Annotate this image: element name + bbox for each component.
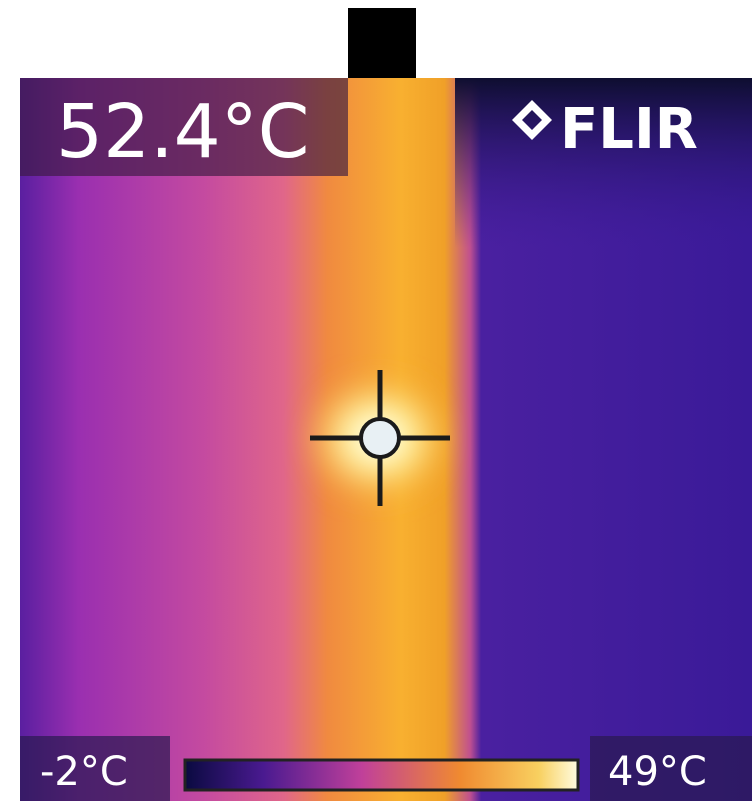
min-box bbox=[20, 736, 170, 801]
readout-box bbox=[20, 78, 348, 176]
black-tab bbox=[348, 8, 416, 80]
spot-marker bbox=[359, 417, 401, 459]
color-scale bbox=[183, 758, 580, 792]
max-box bbox=[590, 736, 752, 801]
flir-logo: FLIR bbox=[560, 97, 698, 162]
spot-temperature: 52.4°C bbox=[56, 89, 309, 175]
scale-max: 49°C bbox=[608, 749, 707, 795]
dark-region bbox=[455, 78, 752, 248]
flir-diamond bbox=[512, 100, 552, 140]
scale-min: -2°C bbox=[40, 749, 128, 795]
crosshair bbox=[310, 370, 450, 506]
